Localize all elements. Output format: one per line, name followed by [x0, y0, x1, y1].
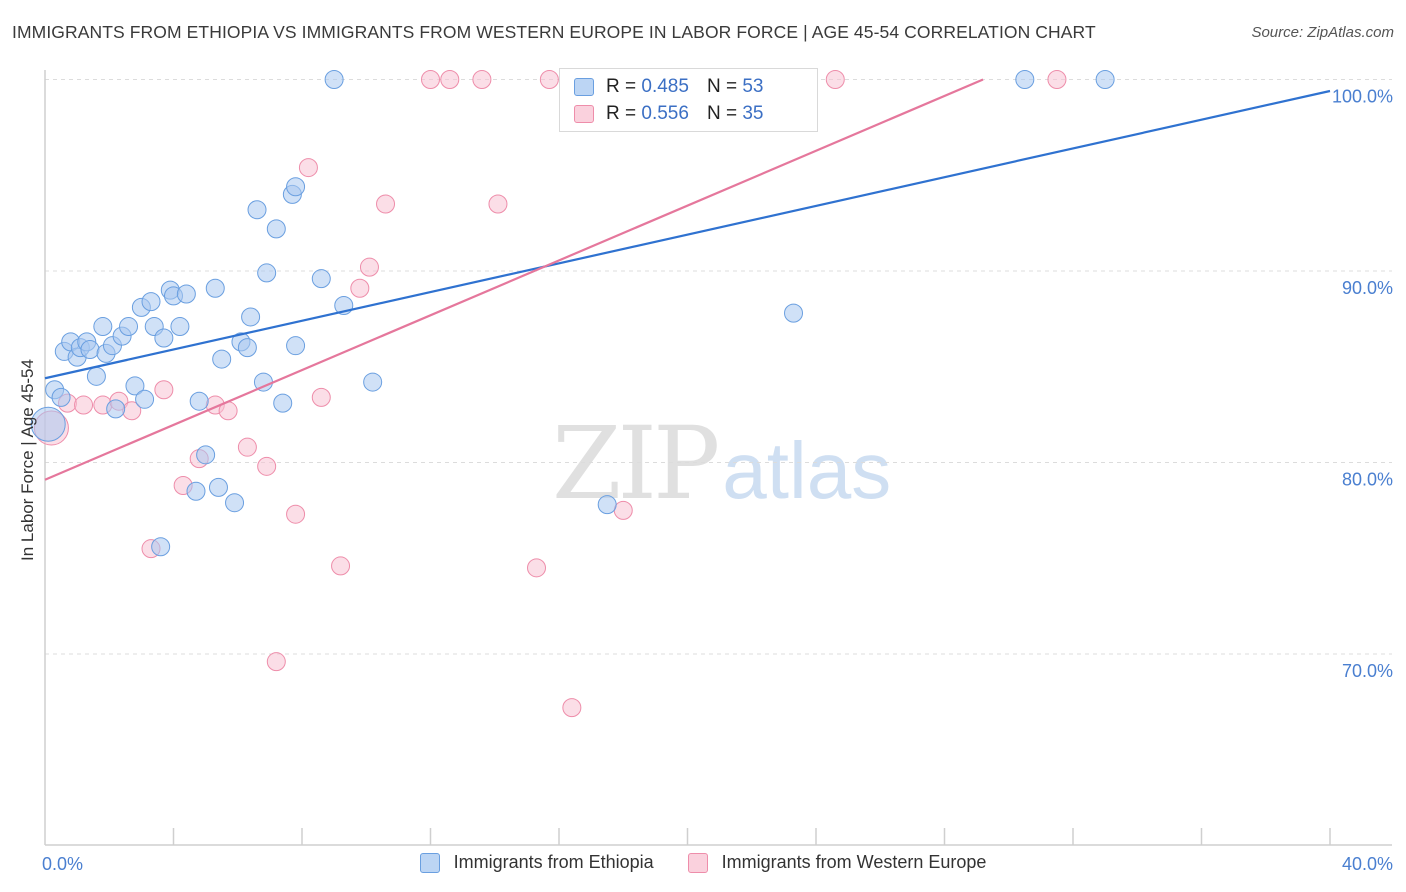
- data-point-ethiopia: [51, 387, 71, 407]
- trend-line-ethiopia: [44, 89, 1331, 380]
- data-point-ethiopia: [208, 477, 228, 497]
- data-point-ethiopia: [1015, 70, 1035, 89]
- axes: [44, 70, 1392, 846]
- data-point-ethiopia: [266, 219, 286, 239]
- data-point-ethiopia: [597, 495, 617, 515]
- data-point-western-europe: [421, 70, 440, 89]
- data-point-ethiopia: [784, 303, 804, 323]
- stats-n-value: 53: [742, 76, 764, 97]
- data-point-western-europe: [266, 652, 286, 672]
- data-point-ethiopia: [151, 537, 171, 557]
- data-point-western-europe: [298, 158, 318, 178]
- x-tick-label: 40.0%: [1342, 854, 1393, 874]
- source-credit: Source: ZipAtlas.com: [1251, 24, 1394, 41]
- legend-item-western-europe[interactable]: Immigrants from Western Europe: [687, 852, 987, 873]
- data-point-western-europe: [286, 504, 306, 524]
- y-axis-label: In Labor Force | Age 45-54: [18, 359, 37, 561]
- data-point-ethiopia: [237, 338, 257, 358]
- series-ethiopia-points: [30, 70, 1115, 557]
- stats-r-label: R =: [606, 103, 637, 124]
- data-point-ethiopia: [170, 317, 190, 337]
- data-point-ethiopia: [324, 70, 344, 89]
- tick-labels: 100.0% 90.0% 80.0% 70.0% 0.0% 40.0%: [42, 87, 1393, 875]
- y-tick-label: 70.0%: [1342, 661, 1393, 681]
- stats-swatch-ethiopia: [574, 78, 594, 96]
- chart-legend: Immigrants from Ethiopia Immigrants from…: [0, 852, 1406, 873]
- trend-lines: [44, 78, 1331, 481]
- data-point-ethiopia: [125, 376, 145, 396]
- data-point-western-europe: [539, 70, 559, 89]
- data-point-ethiopia: [241, 307, 261, 327]
- data-point-western-europe: [376, 194, 396, 214]
- data-point-western-europe: [257, 456, 277, 476]
- data-point-ethiopia: [273, 393, 293, 413]
- watermark: ZIPatlas: [552, 405, 891, 522]
- data-point-ethiopia: [286, 336, 306, 356]
- data-point-western-europe: [74, 395, 94, 415]
- data-point-ethiopia: [196, 445, 216, 465]
- legend-label-western-europe: Immigrants from Western Europe: [721, 852, 987, 872]
- gridlines: [45, 79, 1392, 655]
- data-point-ethiopia: [225, 493, 245, 513]
- data-point-ethiopia: [93, 317, 113, 337]
- data-point-ethiopia: [247, 200, 267, 220]
- correlation-stats-box: R = 0.485 N = 53 R = 0.556 N = 35: [559, 68, 818, 132]
- stats-r-label: R =: [606, 76, 637, 97]
- data-point-ethiopia: [106, 399, 126, 419]
- data-point-western-europe: [331, 556, 351, 576]
- data-point-western-europe: [527, 558, 547, 578]
- data-point-western-europe: [1047, 70, 1067, 89]
- data-point-ethiopia: [176, 284, 196, 304]
- data-point-western-europe: [237, 437, 257, 457]
- data-point-western-europe: [440, 70, 460, 89]
- data-point-western-europe: [488, 194, 508, 214]
- data-point-western-europe: [350, 278, 370, 298]
- series-western-europe-points: [33, 70, 1067, 718]
- data-point-ethiopia: [86, 366, 106, 386]
- chart-title: IMMIGRANTS FROM ETHIOPIA VS IMMIGRANTS F…: [12, 22, 1096, 42]
- watermark-atlas: atlas: [722, 426, 892, 515]
- data-point-ethiopia: [135, 389, 155, 409]
- data-point-western-europe: [472, 70, 492, 89]
- data-point-ethiopia: [80, 340, 100, 360]
- y-tick-label: 100.0%: [1332, 87, 1393, 107]
- data-point-ethiopia: [257, 263, 277, 283]
- stats-row-ethiopia: R = 0.485 N = 53: [574, 74, 763, 100]
- data-point-western-europe: [613, 500, 633, 520]
- stats-row-western-europe: R = 0.556 N = 35: [574, 101, 763, 127]
- y-tick-label: 90.0%: [1342, 278, 1393, 298]
- legend-item-ethiopia[interactable]: Immigrants from Ethiopia: [419, 852, 654, 873]
- data-point-ethiopia: [311, 269, 331, 289]
- data-point-ethiopia: [189, 391, 209, 411]
- stats-n-label: N =: [706, 103, 738, 124]
- watermark-zip: ZIP: [552, 405, 720, 522]
- data-point-ethiopia: [363, 372, 383, 392]
- stats-swatch-western-europe: [574, 105, 594, 123]
- stats-r-value: 0.556: [641, 103, 689, 124]
- data-point-western-europe: [311, 387, 331, 407]
- stats-n-label: N =: [706, 76, 738, 97]
- data-point-ethiopia: [141, 292, 161, 312]
- data-point-ethiopia: [205, 278, 225, 298]
- trend-line-western-europe: [44, 78, 984, 481]
- data-point-western-europe: [562, 698, 582, 718]
- legend-label-ethiopia: Immigrants from Ethiopia: [453, 852, 654, 872]
- data-point-ethiopia: [154, 328, 174, 348]
- data-point-ethiopia: [286, 177, 306, 197]
- data-point-western-europe: [825, 70, 845, 89]
- data-point-western-europe: [154, 380, 174, 400]
- data-point-ethiopia: [30, 406, 66, 442]
- data-point-ethiopia: [1095, 70, 1115, 89]
- data-point-ethiopia: [186, 481, 206, 501]
- y-tick-label: 80.0%: [1342, 470, 1393, 490]
- data-point-western-europe: [359, 257, 379, 277]
- data-point-ethiopia: [119, 317, 139, 337]
- stats-n-value: 35: [742, 103, 764, 124]
- legend-swatch-western-europe: [687, 852, 708, 873]
- data-point-ethiopia: [212, 349, 232, 369]
- x-tick-label: 0.0%: [42, 854, 83, 874]
- stats-r-value: 0.485: [641, 76, 689, 97]
- legend-swatch-ethiopia: [419, 852, 440, 873]
